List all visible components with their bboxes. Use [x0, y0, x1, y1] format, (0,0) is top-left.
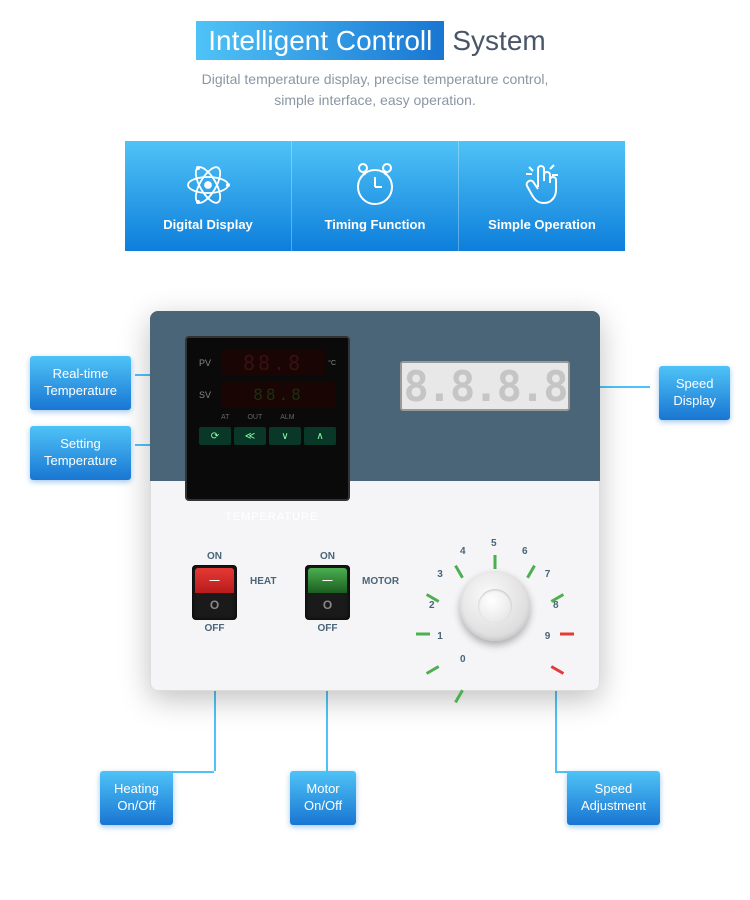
- feature-digital-display: Digital Display: [125, 141, 292, 251]
- pv-value: 88.8: [221, 350, 325, 376]
- atom-icon: [184, 161, 232, 209]
- temperature-label: TEMPERATURE: [225, 511, 318, 523]
- sv-value: 88.8: [221, 382, 336, 408]
- feature-simple-operation: Simple Operation: [459, 141, 625, 251]
- callout-heating-onoff: HeatingOn/Off: [100, 771, 173, 825]
- control-panel: PV 88.8 °C SV 88.8 AT OUT ALM ⟳ ≪ ∨ ∧ TE…: [150, 311, 600, 691]
- pid-shift-button[interactable]: ≪: [234, 427, 266, 445]
- callout-speed-display: SpeedDisplay: [659, 366, 730, 420]
- subtitle: Digital temperature display, precise tem…: [0, 69, 750, 111]
- callout-realtime-temp: Real-timeTemperature: [30, 356, 131, 410]
- motor-switch[interactable]: — O: [305, 565, 350, 620]
- motor-label: MOTOR: [362, 576, 399, 587]
- feature-timing-function: Timing Function: [292, 141, 459, 251]
- callout-motor-onoff: MotorOn/Off: [290, 771, 356, 825]
- hand-icon: [518, 161, 566, 209]
- pid-controller: PV 88.8 °C SV 88.8 AT OUT ALM ⟳ ≪ ∨ ∧: [185, 336, 350, 501]
- motor-switch-group: ON — O OFF: [305, 551, 350, 634]
- title-highlight: Intelligent Controll: [196, 21, 444, 60]
- heat-label: HEAT: [250, 576, 276, 587]
- heat-switch[interactable]: — O: [192, 565, 237, 620]
- title-rest: System: [444, 21, 553, 60]
- callout-speed-adjustment: SpeedAdjustment: [567, 771, 660, 825]
- header: Intelligent ControllSystem Digital tempe…: [0, 0, 750, 111]
- callout-setting-temp: SettingTemperature: [30, 426, 131, 480]
- heat-switch-group: ON — O OFF: [192, 551, 237, 634]
- speed-dial[interactable]: 0123456789: [430, 541, 560, 671]
- clock-icon: [351, 161, 399, 209]
- panel-diagram: PV 88.8 °C SV 88.8 AT OUT ALM ⟳ ≪ ∨ ∧ TE…: [0, 281, 750, 881]
- pid-set-button[interactable]: ⟳: [199, 427, 231, 445]
- speed-display: 8.8.8.8: [400, 361, 570, 411]
- pid-down-button[interactable]: ∨: [269, 427, 301, 445]
- pid-up-button[interactable]: ∧: [304, 427, 336, 445]
- feature-bar: Digital Display Timing Function Simple O…: [125, 141, 625, 251]
- speed-knob[interactable]: [460, 571, 530, 641]
